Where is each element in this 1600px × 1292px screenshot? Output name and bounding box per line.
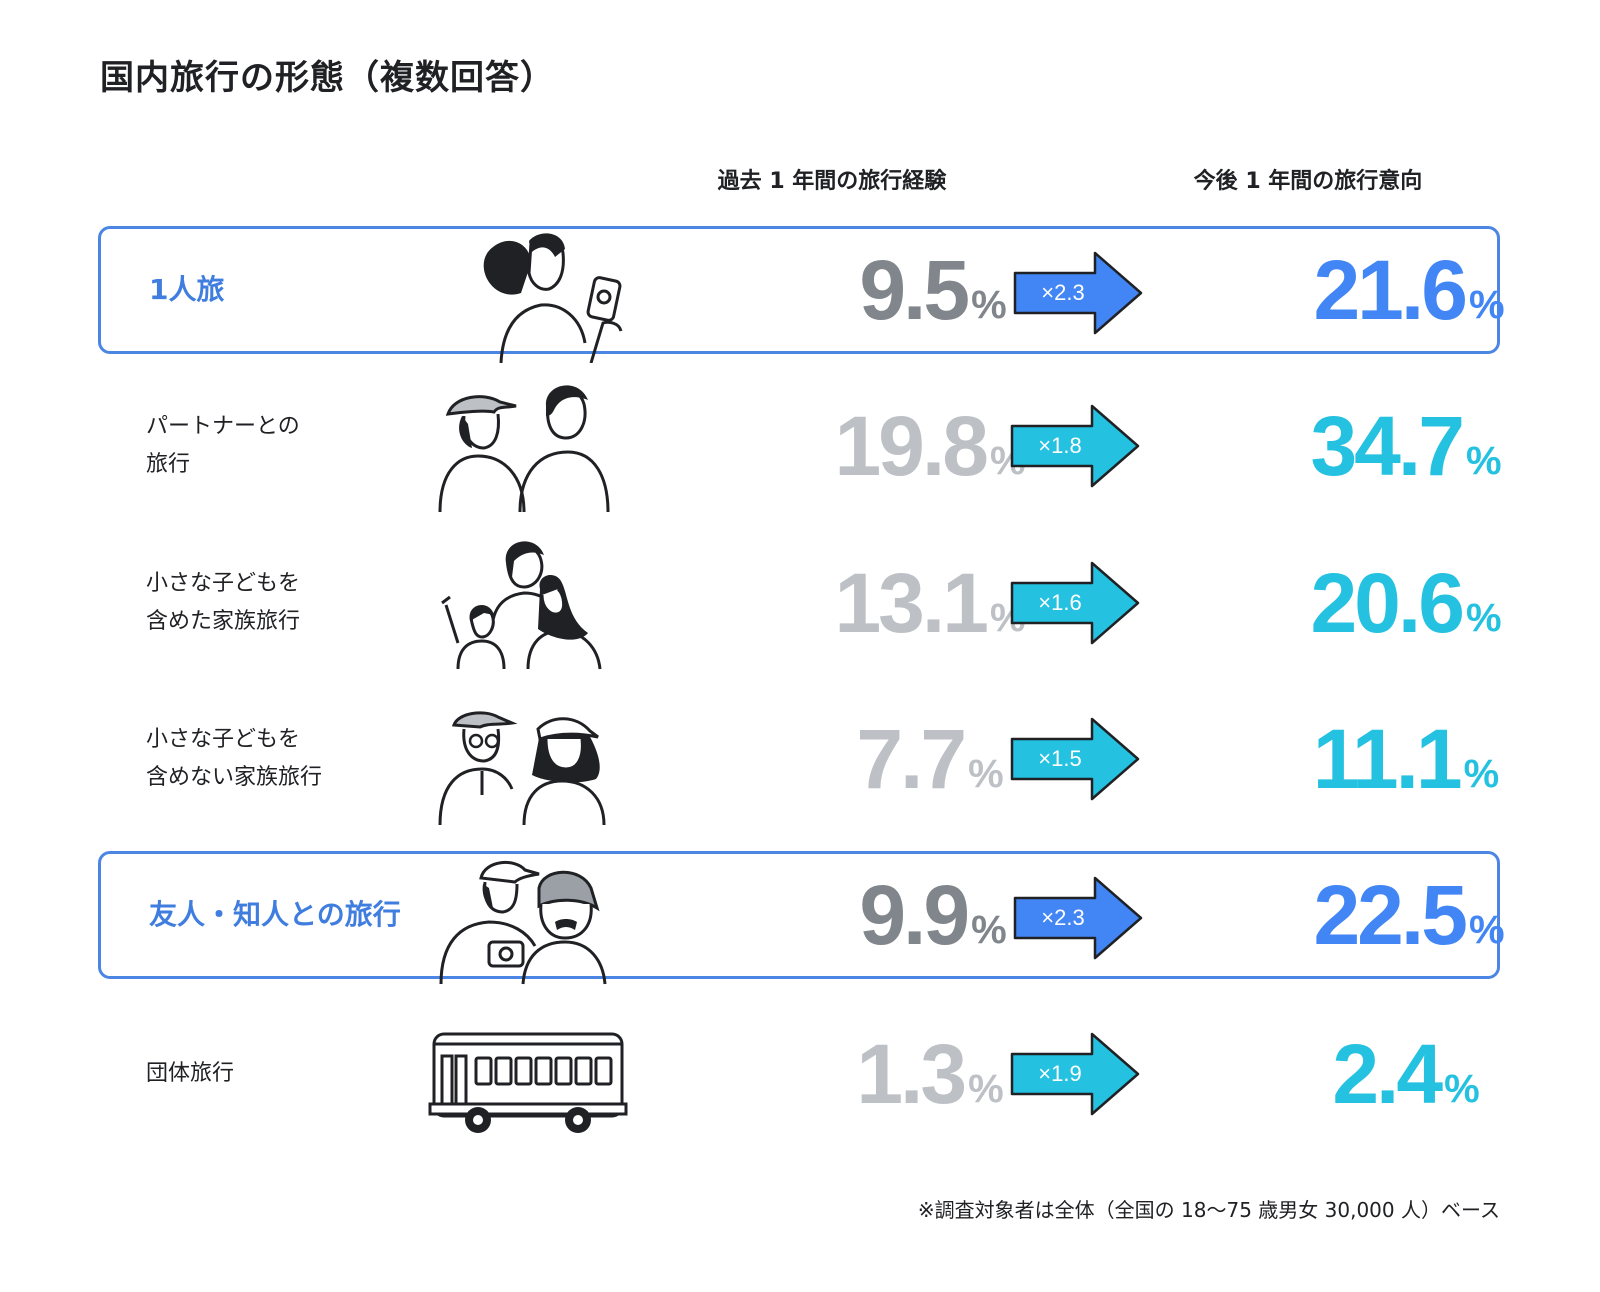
row-label-line: パートナーとの: [146, 414, 300, 439]
couple-icon: [438, 385, 610, 513]
future-value: 34.7%: [1246, 382, 1566, 510]
row-label: 小さな子どもを 含めない家族旅行: [146, 695, 446, 823]
past-value: 9.9%: [773, 854, 1093, 976]
percent-sign: %: [971, 282, 1007, 327]
table-row: 友人・知人との旅行 9.9% ×2.3 22.5%: [98, 851, 1505, 985]
percent-sign: %: [1465, 438, 1502, 483]
table-row: 小さな子どもを 含めた家族旅行 13.1% ×1.6 20.6%: [98, 539, 1502, 670]
arrow-right-icon: ×1.8: [1010, 404, 1142, 488]
future-value: 21.6%: [1249, 229, 1569, 351]
row-label: 小さな子どもを 含めた家族旅行: [146, 539, 446, 667]
arrow-right-icon: ×2.3: [1013, 876, 1145, 960]
past-value-number: 13.1: [834, 555, 988, 650]
table-row: パートナーとの 旅行 19.8% ×1.8 34.7%: [98, 382, 1502, 513]
percent-sign: %: [971, 907, 1007, 952]
percent-sign: %: [1468, 907, 1505, 952]
solo-traveler-icon: [483, 233, 623, 363]
future-value: 11.1%: [1246, 695, 1566, 823]
row-label-line: 旅行: [146, 452, 191, 477]
multiplier-label: ×1.6: [1038, 590, 1082, 615]
arrow-shape: [1010, 404, 1140, 488]
row-label-line: 含めない家族旅行: [146, 765, 323, 790]
row-label: 団体旅行: [146, 1010, 446, 1138]
future-value-number: 22.5: [1313, 867, 1467, 962]
arrow-right-icon: ×1.6: [1010, 561, 1142, 645]
multiplier-label: ×2.3: [1041, 905, 1085, 930]
bus-icon: [428, 1032, 628, 1133]
column-header-future: 今後 1 年間の旅行意向: [1193, 169, 1423, 194]
multiplier-label: ×1.8: [1038, 433, 1082, 458]
arrow-right-icon: ×1.5: [1010, 717, 1142, 801]
footnote: ※調査対象者は全体（全国の 18〜75 歳男女 30,000 人）ベース: [917, 1198, 1500, 1222]
row-label-line: 小さな子どもを: [146, 727, 301, 752]
arrow-shape: [1010, 561, 1140, 645]
row-label-line: 友人・知人との旅行: [149, 898, 401, 931]
future-value-number: 2.4: [1332, 1026, 1443, 1121]
past-value-number: 1.3: [856, 1026, 967, 1121]
percent-sign: %: [1465, 595, 1502, 640]
arrow-right-icon: ×1.9: [1010, 1032, 1142, 1116]
arrow-shape: [1010, 1032, 1140, 1116]
multiplier-label: ×1.9: [1038, 1061, 1082, 1086]
percent-sign: %: [1468, 282, 1505, 327]
past-value: 1.3%: [770, 1010, 1090, 1138]
future-value: 22.5%: [1249, 854, 1569, 976]
table-row: 1人旅 9.5% ×2.3 21.6%: [98, 226, 1505, 363]
percent-sign: %: [968, 1066, 1004, 1111]
page-title: 国内旅行の形態（複数回答）: [100, 58, 555, 98]
future-value-number: 34.7: [1310, 398, 1464, 493]
past-value: 13.1%: [770, 539, 1090, 667]
arrow-shape: [1013, 876, 1143, 960]
past-value-number: 9.5: [859, 242, 970, 337]
past-value-number: 7.7: [856, 711, 967, 806]
friends-icon: [439, 860, 607, 985]
past-value: 7.7%: [770, 695, 1090, 823]
arrow-right-icon: ×2.3: [1013, 251, 1145, 335]
percent-sign: %: [1444, 1066, 1480, 1111]
family-adults-icon: [438, 711, 606, 826]
row-label-line: 1人旅: [149, 273, 225, 306]
future-value: 2.4%: [1246, 1010, 1566, 1138]
row-label: 友人・知人との旅行: [149, 854, 449, 976]
column-header-past: 過去 1 年間の旅行経験: [717, 169, 947, 194]
row-label: パートナーとの 旅行: [146, 382, 446, 510]
table-row: 小さな子どもを 含めない家族旅行 7.7% ×1.5 11.1%: [98, 695, 1500, 826]
percent-sign: %: [968, 751, 1004, 796]
past-value-number: 19.8: [834, 398, 988, 493]
arrow-shape: [1013, 251, 1143, 335]
future-value: 20.6%: [1246, 539, 1566, 667]
multiplier-label: ×1.5: [1038, 746, 1082, 771]
future-value-number: 21.6: [1313, 242, 1467, 337]
row-label-line: 団体旅行: [146, 1061, 235, 1086]
future-value-number: 20.6: [1310, 555, 1464, 650]
multiplier-label: ×2.3: [1041, 280, 1085, 305]
row-label-line: 含めた家族旅行: [146, 609, 301, 634]
past-value: 9.5%: [773, 229, 1093, 351]
arrow-shape: [1010, 717, 1140, 801]
row-label-line: 小さな子どもを: [146, 571, 301, 596]
percent-sign: %: [1463, 751, 1500, 796]
future-value-number: 11.1: [1312, 711, 1463, 806]
family-with-child-icon: [441, 541, 602, 670]
table-row: 団体旅行 1.3% ×1.9 2.4%: [98, 1010, 1500, 1138]
past-value-number: 9.9: [859, 867, 970, 962]
row-label: 1人旅: [149, 229, 449, 351]
